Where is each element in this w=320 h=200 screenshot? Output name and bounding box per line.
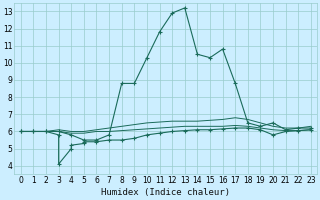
X-axis label: Humidex (Indice chaleur): Humidex (Indice chaleur): [101, 188, 230, 197]
